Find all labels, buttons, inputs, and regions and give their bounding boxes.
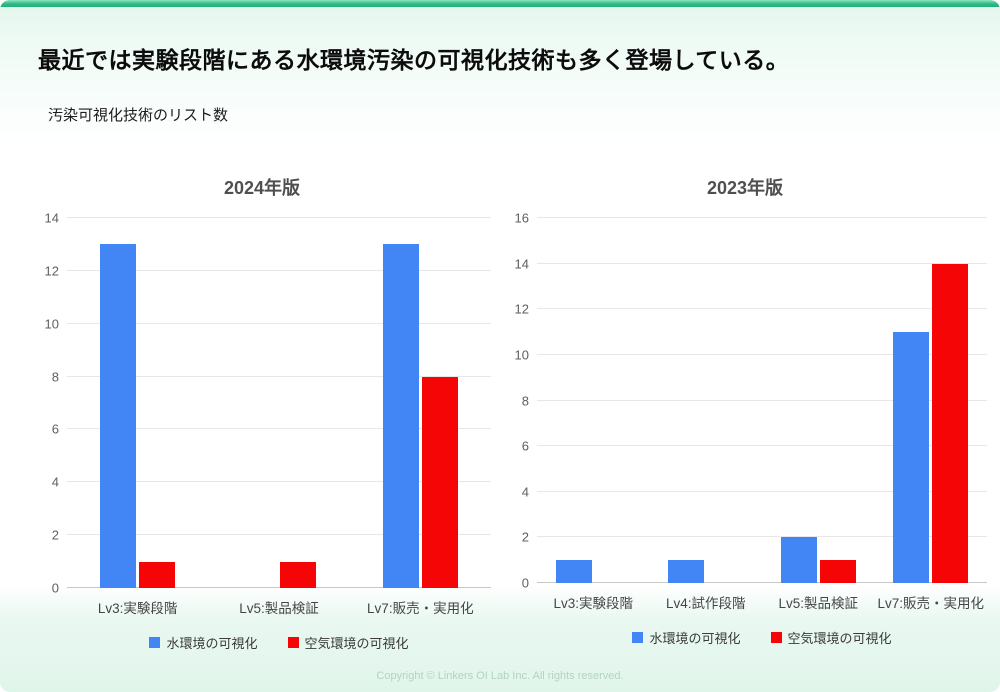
gridline <box>67 428 491 430</box>
y-tick-label: 2 <box>51 527 59 543</box>
y-tick-label: 16 <box>514 210 529 226</box>
copyright-footer: Copyright © Linkers OI Lab Inc. All righ… <box>376 670 624 682</box>
legend: 水環境の可視化 空気環境の可視化 <box>537 628 987 647</box>
bar-水環境の可視化 <box>382 244 419 588</box>
bar-空気環境の可視化 <box>932 263 969 583</box>
legend-label: 空気環境の可視化 <box>304 636 409 651</box>
y-tick-label: 6 <box>521 438 529 454</box>
slide-title: 最近では実験段階にある水環境汚染の可視化技術も多く登場している。 <box>38 47 790 73</box>
x-axis-label: Lv3:実験段階 <box>97 601 178 616</box>
x-axis-label: Lv7:販売・実用化 <box>367 601 474 616</box>
x-axis-label: Lv7:販売・実用化 <box>877 596 985 611</box>
legend-label: 空気環境の可視化 <box>787 631 892 646</box>
y-axis: 0 2 4 6 8 10 12 14 16 <box>503 212 537 590</box>
y-tick-label: 10 <box>44 316 59 332</box>
y-tick-label: 12 <box>514 301 529 317</box>
chart-title: 2023年版 <box>706 178 784 198</box>
gridline <box>537 399 987 401</box>
gridline <box>67 375 491 377</box>
y-tick-label: 0 <box>521 575 529 591</box>
y-tick-label: 14 <box>44 210 59 226</box>
bar-groups <box>537 218 987 583</box>
gridline <box>537 353 987 355</box>
bar-空気環境の可視化 <box>421 376 458 588</box>
bar-水環境の可視化 <box>668 560 705 583</box>
bar-空気環境の可視化 <box>280 561 317 588</box>
bar-空気環境の可視化 <box>139 561 176 588</box>
x-axis-label: Lv5:製品検証 <box>778 596 859 611</box>
plot-area <box>537 217 987 583</box>
gridline <box>537 217 987 218</box>
bar-空気環境の可視化 <box>819 560 856 583</box>
x-axis-label: Lv3:実験段階 <box>553 596 634 611</box>
plot-area <box>67 217 491 588</box>
y-tick-label: 10 <box>514 347 529 363</box>
bar-group <box>350 218 491 588</box>
y-tick-label: 14 <box>514 256 529 272</box>
legend: 水環境の可視化 空気環境の可視化 <box>67 633 491 652</box>
gridline <box>67 269 491 271</box>
chart-section-label: 汚染可視化技術のリスト数 <box>48 107 229 124</box>
legend-label: 水環境の可視化 <box>649 631 741 646</box>
x-axis: Lv3:実験段階 Lv5:製品検証 Lv7:販売・実用化 <box>67 588 491 617</box>
chart-2024: 2024年版 0 2 4 6 8 10 12 14 Lv3:実験段階 Lv5:製品検証 Lv7:販… <box>33 166 491 652</box>
bar-水環境の可視化 <box>100 244 137 588</box>
gridline <box>67 481 491 483</box>
x-axis-label: Lv5:製品検証 <box>239 601 319 616</box>
legend-swatch-icon <box>632 632 644 643</box>
chart-title: 2024年版 <box>223 178 301 198</box>
legend-item: 水環境の可視化 <box>632 628 741 647</box>
bar-group <box>875 218 988 583</box>
chart-2023: 2023年版 0 2 4 6 8 10 12 14 16 Lv3:実験段階 Lv4:試作段階 Lv5… <box>503 166 987 647</box>
y-tick-label: 8 <box>51 369 59 385</box>
legend-swatch-icon <box>287 637 299 648</box>
legend-item: 空気環境の可視化 <box>287 633 409 652</box>
legend-item: 空気環境の可視化 <box>770 628 892 647</box>
bar-group <box>762 218 875 583</box>
y-tick-label: 2 <box>521 529 529 545</box>
x-axis-baseline <box>67 587 491 588</box>
gridline <box>537 308 987 310</box>
gridline <box>537 536 987 538</box>
y-tick-label: 6 <box>51 421 59 437</box>
legend-label: 水環境の可視化 <box>166 636 258 651</box>
gridline <box>67 322 491 324</box>
y-axis: 0 2 4 6 8 10 12 14 <box>33 212 67 595</box>
gridline <box>537 262 987 264</box>
legend-item: 水環境の可視化 <box>149 633 258 652</box>
x-axis-baseline <box>537 582 987 583</box>
gridline <box>537 445 987 447</box>
y-tick-label: 4 <box>521 484 529 500</box>
bar-group <box>537 218 650 583</box>
bar-水環境の可視化 <box>780 537 817 583</box>
legend-swatch-icon <box>149 637 161 648</box>
y-tick-label: 12 <box>44 263 59 279</box>
bar-group <box>208 218 349 588</box>
top-accent-bar <box>0 0 1000 7</box>
bar-水環境の可視化 <box>555 560 592 583</box>
x-axis: Lv3:実験段階 Lv4:試作段階 Lv5:製品検証 Lv7:販売・実用化 <box>537 583 987 612</box>
bar-group <box>67 218 208 588</box>
legend-swatch-icon <box>770 632 782 643</box>
gridline <box>67 534 491 536</box>
bar-水環境の可視化 <box>893 332 930 583</box>
y-tick-label: 8 <box>521 393 529 408</box>
y-tick-label: 4 <box>51 474 59 490</box>
y-tick-label: 0 <box>51 580 59 596</box>
gridline <box>537 490 987 492</box>
bar-group <box>650 218 763 583</box>
gridline <box>67 217 491 218</box>
bar-groups <box>67 218 491 588</box>
x-axis-label: Lv4:試作段階 <box>665 596 746 611</box>
